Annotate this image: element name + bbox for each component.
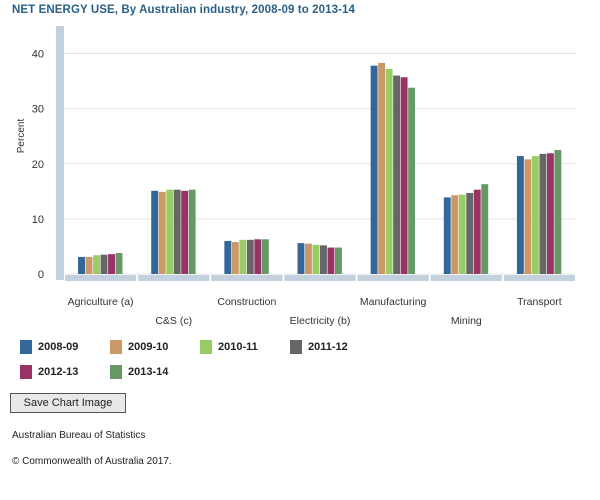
bar-4-4 (400, 77, 408, 275)
legend-item-2013-14: 2013-14 (110, 365, 168, 379)
bar-0-4 (108, 254, 115, 274)
x-category-label-3: Electricity (b) (290, 315, 351, 327)
x-category-label-5: Mining (451, 315, 482, 327)
bar-3-3 (320, 245, 327, 274)
bar-2-4 (254, 239, 262, 274)
chart-title: NET ENERGY USE, By Australian industry, … (12, 4, 356, 16)
legend-item-2012-13: 2012-13 (20, 365, 78, 379)
source-text: Australian Bureau of Statistics (12, 430, 146, 441)
bar-0-2 (93, 255, 100, 274)
x-category-label-1: C&S (c) (155, 315, 192, 327)
bar-3-4 (327, 247, 335, 274)
bar-1-1 (158, 191, 166, 274)
x-category-label-0: Agriculture (a) (68, 296, 134, 308)
bar-6-2 (531, 156, 539, 274)
legend-label: 2011-12 (308, 341, 348, 353)
bar-2-1 (231, 242, 239, 274)
x-axis-band-5 (430, 275, 502, 281)
copyright-text: © Commonwealth of Australia 2017. (12, 456, 172, 467)
bar-1-5 (188, 189, 196, 274)
bar-6-0 (516, 156, 524, 274)
bar-6-1 (524, 159, 532, 274)
bar-1-4 (181, 190, 189, 274)
y-tick-label-30: 30 (32, 104, 44, 116)
legend-swatch (20, 365, 32, 379)
bar-4-1 (378, 62, 386, 275)
bar-1-3 (173, 189, 181, 274)
x-category-label-2: Construction (217, 296, 276, 308)
legend-item-2008-09: 2008-09 (20, 340, 78, 354)
bar-0-5 (115, 253, 123, 274)
bar-2-3 (246, 239, 254, 274)
legend-label: 2010-11 (218, 341, 258, 353)
y-axis-title: Percent (16, 119, 27, 154)
bar-2-2 (239, 239, 247, 274)
bar-0-3 (100, 254, 108, 274)
bar-6-4 (546, 153, 554, 274)
bar-5-4 (473, 189, 481, 274)
legend-swatch (110, 340, 122, 354)
bar-6-5 (554, 150, 562, 274)
legend-swatch (200, 340, 212, 354)
legend-item-2010-11: 2010-11 (200, 340, 258, 354)
bar-5-2 (458, 194, 466, 274)
bar-4-2 (385, 68, 393, 274)
bar-6-3 (539, 153, 547, 274)
legend-label: 2013-14 (128, 366, 169, 378)
bar-3-5 (335, 247, 342, 274)
x-axis-band-0 (65, 275, 137, 281)
legend-swatch (20, 340, 32, 354)
x-axis-band-2 (211, 275, 283, 281)
y-tick-label-0: 0 (38, 269, 44, 281)
bar-4-3 (393, 75, 401, 274)
legend-label: 2009-10 (128, 341, 169, 353)
bar-0-1 (85, 256, 93, 274)
y-tick-label-40: 40 (32, 49, 44, 61)
x-category-label-6: Transport (517, 296, 562, 308)
x-category-label-4: Manufacturing (360, 296, 427, 308)
bar-5-3 (466, 192, 474, 274)
bar-1-0 (151, 190, 159, 274)
bar-chart: 0 10 20 30 40 Percent Agriculture (a) C&S (c) Co… (16, 26, 576, 327)
bar-0-0 (78, 256, 85, 274)
legend-label: 2012-13 (38, 366, 79, 378)
bar-5-0 (443, 197, 451, 274)
bar-3-2 (312, 244, 320, 274)
x-axis-band-3 (284, 275, 356, 281)
bar-3-0 (297, 243, 305, 274)
y-tick-label-10: 10 (32, 214, 44, 226)
x-axis-band-6 (503, 275, 575, 281)
save-chart-image-button[interactable]: Save Chart Image (10, 393, 126, 413)
bar-3-1 (305, 243, 312, 274)
bar-2-5 (261, 239, 269, 274)
y-axis-band (56, 26, 64, 280)
legend-swatch (110, 365, 122, 379)
legend-item-2011-12: 2011-12 (290, 340, 348, 354)
bar-4-0 (370, 65, 378, 275)
bar-2-0 (224, 240, 232, 274)
legend-swatch (290, 340, 302, 354)
legend-label: 2008-09 (38, 341, 79, 353)
bar-1-2 (166, 189, 174, 274)
x-axis-band-1 (138, 275, 210, 281)
bar-5-5 (481, 184, 489, 274)
bar-4-5 (408, 87, 416, 274)
bar-5-1 (451, 195, 459, 274)
x-axis-band-4 (357, 275, 429, 281)
y-tick-label-20: 20 (32, 159, 44, 171)
legend-item-2009-10: 2009-10 (110, 340, 168, 354)
